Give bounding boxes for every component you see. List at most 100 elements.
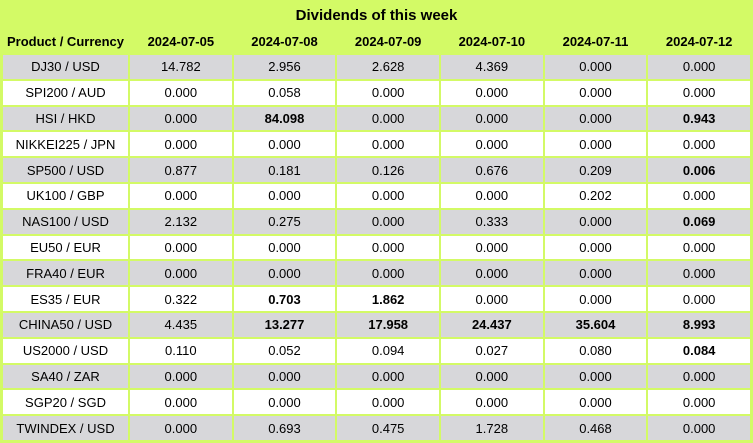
dividend-value-cell: 0.000 — [648, 183, 750, 208]
table-row: SA40 / ZAR 0.000 0.000 0.000 0.000 0.000 0.000 — [3, 364, 750, 389]
product-cell: NIKKEI225 / JPN — [3, 132, 128, 157]
dividend-value-cell: 0.202 — [544, 183, 647, 208]
dividend-value-cell: 0.181 — [233, 158, 336, 182]
dividend-value-cell: 0.110 — [130, 338, 232, 363]
dividend-value-cell: 0.000 — [544, 80, 647, 105]
table-row: CHINA50 / USD 4.435 13.277 17.958 24.437 35.6… — [3, 312, 750, 337]
dividend-value-cell: 24.437 — [440, 312, 543, 337]
dividend-value-cell: 0.000 — [544, 132, 647, 157]
dividend-value-cell: 0.000 — [544, 261, 647, 286]
dividend-value-cell: 13.277 — [233, 312, 336, 337]
table-row: DJ30 / USD 14.782 2.956 2.628 4.369 0.000 0.00… — [3, 55, 750, 79]
dividend-value-cell: 0.000 — [233, 364, 336, 389]
header-cell-date: 2024-07-12 — [665, 34, 733, 49]
dividend-value-cell: 35.604 — [544, 312, 647, 337]
dividend-value-cell: 0.052 — [233, 338, 336, 363]
dividend-value-cell: 14.782 — [130, 55, 232, 79]
dividend-value-cell: 0.000 — [544, 287, 647, 311]
product-cell: SPI200 / AUD — [3, 80, 128, 105]
table-row: TWINDEX / USD 0.000 0.693 0.475 1.728 0.468 0.… — [3, 416, 750, 440]
dividend-value-cell: 0.000 — [337, 183, 439, 208]
dividend-value-cell: 4.369 — [440, 55, 543, 79]
dividend-value-cell: 0.676 — [440, 158, 543, 182]
dividend-value-cell: 0.000 — [130, 416, 232, 440]
dividend-value-cell: 84.098 — [233, 106, 336, 131]
dividend-value-cell: 0.000 — [440, 261, 543, 286]
dividend-value-cell: 0.000 — [130, 132, 232, 157]
dividend-value-cell: 0.000 — [440, 287, 543, 311]
table-header-row: Product / Currency 2024-07-05 2024-07-08 20… — [3, 30, 750, 53]
dividend-value-cell: 0.000 — [648, 287, 750, 311]
header-cell-date: 2024-07-05 — [147, 34, 215, 49]
dividend-value-cell: 2.956 — [233, 55, 336, 79]
dividend-value-cell: 0.703 — [233, 287, 336, 311]
dividend-value-cell: 0.027 — [440, 338, 543, 363]
dividend-value-cell: 0.000 — [544, 106, 647, 131]
dividend-value-cell: 0.000 — [648, 132, 750, 157]
dividend-value-cell: 0.000 — [233, 183, 336, 208]
table-row: ES35 / EUR 0.322 0.703 1.862 0.000 0.000 0.000 — [3, 287, 750, 311]
dividend-value-cell: 0.000 — [337, 209, 439, 234]
dividend-value-cell: 0.000 — [544, 235, 647, 260]
dividend-value-cell: 0.000 — [233, 390, 336, 415]
table-row: NAS100 / USD 2.132 0.275 0.000 0.333 0.000 0.0… — [3, 209, 750, 234]
dividend-value-cell: 0.000 — [544, 364, 647, 389]
product-cell: NAS100 / USD — [3, 209, 128, 234]
dividend-value-cell: 17.958 — [337, 312, 439, 337]
dividend-value-cell: 0.069 — [648, 209, 750, 234]
product-cell: US2000 / USD — [3, 338, 128, 363]
table-row: SP500 / USD 0.877 0.181 0.126 0.676 0.209 0.00… — [3, 158, 750, 182]
dividend-value-cell: 0.000 — [440, 106, 543, 131]
product-cell: SA40 / ZAR — [3, 364, 128, 389]
page-title: Dividends of this week — [295, 6, 458, 24]
dividend-value-cell: 0.000 — [337, 80, 439, 105]
product-cell: CHINA50 / USD — [3, 312, 128, 337]
dividend-value-cell: 0.000 — [130, 80, 232, 105]
dividend-value-cell: 0.000 — [233, 235, 336, 260]
dividends-table: Product / Currency 2024-07-05 2024-07-08 20… — [0, 30, 753, 443]
dividend-value-cell: 0.000 — [544, 390, 647, 415]
dividend-value-cell: 0.000 — [130, 364, 232, 389]
product-cell: FRA40 / EUR — [3, 261, 128, 286]
dividend-value-cell: 0.000 — [130, 390, 232, 415]
dividend-value-cell: 0.000 — [130, 183, 232, 208]
dividend-value-cell: 0.058 — [233, 80, 336, 105]
dividend-value-cell: 0.084 — [648, 338, 750, 363]
dividend-value-cell: 0.000 — [337, 235, 439, 260]
dividend-value-cell: 0.000 — [648, 55, 750, 79]
table-row: HSI / HKD 0.000 84.098 0.000 0.000 0.000 0.943 — [3, 106, 750, 131]
dividend-value-cell: 0.000 — [337, 390, 439, 415]
product-cell: EU50 / EUR — [3, 235, 128, 260]
dividend-value-cell: 0.693 — [233, 416, 336, 440]
dividend-value-cell: 0.000 — [648, 235, 750, 260]
dividend-value-cell: 0.000 — [648, 390, 750, 415]
dividend-value-cell: 0.000 — [544, 55, 647, 79]
dividend-value-cell: 0.000 — [440, 132, 543, 157]
table-row: SGP20 / SGD 0.000 0.000 0.000 0.000 0.000 0.00… — [3, 390, 750, 415]
dividend-value-cell: 0.475 — [337, 416, 439, 440]
dividend-value-cell: 0.468 — [544, 416, 647, 440]
dividend-value-cell: 0.000 — [440, 183, 543, 208]
dividend-value-cell: 0.000 — [440, 80, 543, 105]
product-cell: TWINDEX / USD — [3, 416, 128, 440]
dividend-value-cell: 2.628 — [337, 55, 439, 79]
product-cell: SP500 / USD — [3, 158, 128, 182]
dividend-value-cell: 0.000 — [337, 106, 439, 131]
dividend-value-cell: 1.728 — [440, 416, 543, 440]
dividend-value-cell: 0.006 — [648, 158, 750, 182]
dividend-value-cell: 0.000 — [233, 132, 336, 157]
dividend-value-cell: 8.993 — [648, 312, 750, 337]
dividend-value-cell: 4.435 — [130, 312, 232, 337]
product-cell: ES35 / EUR — [3, 287, 128, 311]
dividend-value-cell: 0.000 — [544, 209, 647, 234]
dividend-value-cell: 0.126 — [337, 158, 439, 182]
table-row: SPI200 / AUD 0.000 0.058 0.000 0.000 0.000 0.0… — [3, 80, 750, 105]
header-cell-date: 2024-07-09 — [354, 34, 422, 49]
dividend-value-cell: 0.000 — [648, 364, 750, 389]
header-cell-date: 2024-07-10 — [458, 34, 526, 49]
header-cell-product-currency: Product / Currency — [6, 34, 125, 49]
dividend-value-cell: 0.000 — [440, 235, 543, 260]
dividend-value-cell: 0.943 — [648, 106, 750, 131]
dividend-value-cell: 0.000 — [130, 261, 232, 286]
header-cell-date: 2024-07-08 — [251, 34, 318, 49]
